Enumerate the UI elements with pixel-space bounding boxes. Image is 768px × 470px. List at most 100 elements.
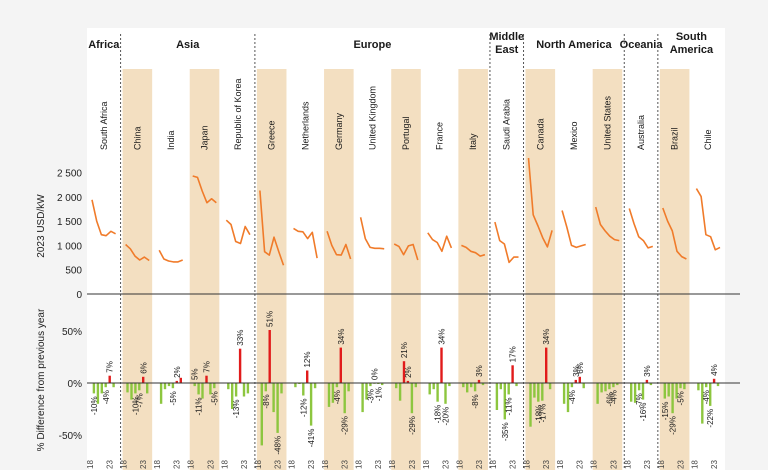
pct-bar [633,383,637,403]
year-tick-label: 18 [422,460,431,469]
pct-bar [600,383,603,393]
pct-label: 34% [337,329,346,345]
cost-tick-label: 500 [65,266,82,277]
pct-bar [234,383,238,397]
cost-line [192,175,217,204]
country-label: Saudi Arabia [502,99,512,150]
shaded-band [122,69,153,470]
year-tick-label: 23 [643,460,652,469]
shaded-band [659,69,690,470]
year-tick-label: 23 [542,460,551,469]
pct-bar [637,383,641,391]
pct-label: 0% [370,368,379,380]
pct-label: -11% [505,397,514,415]
pct-label: -4% [702,390,711,404]
pct-bar [612,383,615,388]
pct-bar [477,379,481,383]
country-label: Japan [200,125,210,150]
pct-label: -17% [538,404,547,423]
cost-line [427,232,453,253]
pct-bar [466,383,469,393]
pct-label: -13% [232,400,241,419]
pct-label: 33% [236,330,245,346]
pct-bar [381,383,384,386]
pct-bar [146,383,149,394]
pct-bar [432,383,435,390]
pct-label: -29% [669,416,678,435]
pct-bar [683,383,686,390]
pct-bar [541,383,544,401]
pct-bar [507,383,510,395]
pct-bar [313,383,317,389]
pct-bar [112,383,115,388]
pct-bar [675,383,678,399]
pct-bar [130,383,133,400]
pct-label: 34% [542,329,551,345]
pct-bar [100,383,103,394]
pct-label: 7% [106,361,115,373]
region-label: Asia [176,39,200,51]
country-label: Greece [267,120,277,150]
year-tick-label: 23 [475,460,484,469]
country-label: United Kingdom [367,86,377,150]
pct-bar [339,347,342,383]
cost-line [359,217,385,250]
region-label: Oceania [620,39,664,51]
pct-bar [227,383,230,390]
pct-label: -8% [262,394,271,408]
year-tick-label: 18 [388,460,397,469]
year-tick-label: 18 [455,460,464,469]
year-tick-label: 18 [86,460,95,469]
pct-label: 6% [576,362,585,374]
cost-line [326,231,352,260]
country-label: South Africa [99,101,109,150]
cost-line [594,206,620,242]
pct-label: 21% [400,342,409,358]
pct-bar [343,383,346,414]
pct-tick-label: 50% [62,327,82,338]
pct-bar [213,383,216,389]
pct-bar [645,379,649,383]
pct-bar [515,383,518,387]
pct-bar [201,383,204,399]
year-tick-label: 23 [408,460,417,469]
pct-bar [197,383,200,395]
year-tick-label: 18 [355,460,364,469]
pct-bar [280,383,283,394]
cost-line [259,190,285,266]
pct-bar [361,383,364,413]
year-tick-label: 23 [273,460,282,469]
year-tick-label: 18 [489,460,498,469]
pct-axis-title: % Difference from previous year [36,308,47,451]
year-tick-label: 18 [254,460,263,469]
year-tick-label: 23 [576,460,585,469]
year-tick-label: 18 [623,460,632,469]
pct-label: -7% [135,393,144,407]
pct-label: -5% [677,391,686,405]
pct-label: -4% [102,390,111,404]
pct-bar [242,383,246,397]
pct-bar [537,383,540,402]
pct-label: -4% [568,390,577,404]
pct-label: -35% [501,422,510,441]
pct-bar [327,383,331,407]
pct-bar [209,383,212,395]
country-label: Mexico [569,121,579,150]
pct-label: -48% [274,436,283,455]
region-label: Europe [353,39,391,51]
pct-bar [649,383,653,386]
year-tick-label: 18 [690,460,699,469]
cost-line [225,219,251,245]
pct-bar [406,380,410,383]
pct-label: -15% [661,402,670,421]
cost-tick-label: 1 500 [57,217,82,228]
pct-bar [134,383,137,394]
region-label: Middle [489,31,524,43]
pct-bar [716,383,720,387]
pct-bar [402,361,406,383]
year-tick-label: 23 [106,460,115,469]
pct-bar [671,383,674,414]
pct-bar [108,375,111,383]
pct-label: -12% [299,398,308,417]
